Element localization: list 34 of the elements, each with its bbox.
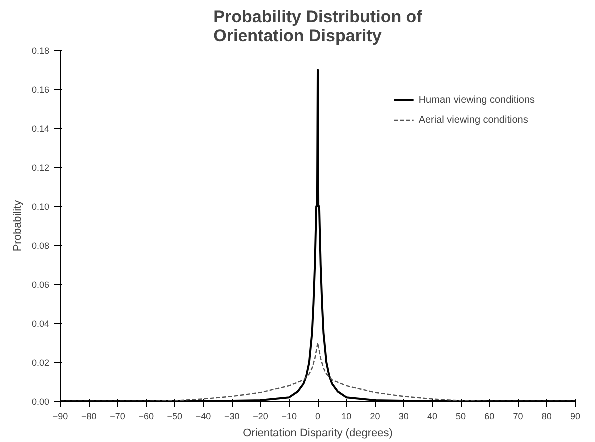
y-tick-label: 0.16 — [32, 85, 50, 95]
x-tick-label: −60 — [138, 412, 154, 422]
x-tick-label: −40 — [196, 412, 212, 422]
y-tick-label: 0.14 — [32, 124, 50, 134]
y-tick-label: 0.10 — [32, 202, 50, 212]
y-tick-label: 0.08 — [32, 241, 50, 251]
x-tick-label: −10 — [282, 412, 298, 422]
x-tick-label: −30 — [224, 412, 240, 422]
legend-label: Human viewing conditions — [418, 94, 535, 106]
x-tick-label: 40 — [427, 412, 438, 422]
x-tick-label: 10 — [342, 412, 352, 422]
x-tick-label: 50 — [456, 412, 466, 422]
y-tick-label: 0.12 — [32, 163, 50, 173]
y-tick-label: 0.04 — [32, 319, 50, 329]
x-tick-label: −80 — [81, 412, 97, 422]
x-tick-label: 80 — [542, 412, 552, 422]
y-tick-label: 0.02 — [32, 358, 50, 368]
x-tick-label: 20 — [370, 412, 380, 422]
chart-title: Probability Distribution of Orientation Disparity — [214, 8, 423, 46]
y-tick-label: 0.18 — [32, 46, 50, 56]
x-tick-label: −90 — [52, 412, 68, 422]
x-axis-title: Orientation Disparity (degrees) — [243, 428, 393, 440]
x-tick-label: 60 — [484, 412, 495, 422]
y-axis-title: Probability — [12, 200, 24, 252]
y-tick-label: 0.00 — [32, 397, 50, 407]
x-tick-label: 0 — [315, 412, 321, 422]
x-tick-label: −70 — [110, 412, 126, 422]
y-tick-label: 0.06 — [32, 280, 50, 290]
x-tick-label: −50 — [167, 412, 183, 422]
x-tick-label: −20 — [253, 412, 268, 422]
x-tick-label: 90 — [570, 412, 581, 422]
legend-label: Aerial viewing conditions — [418, 114, 528, 126]
x-tick-label: 30 — [398, 412, 409, 422]
x-tick-label: 70 — [513, 412, 524, 422]
